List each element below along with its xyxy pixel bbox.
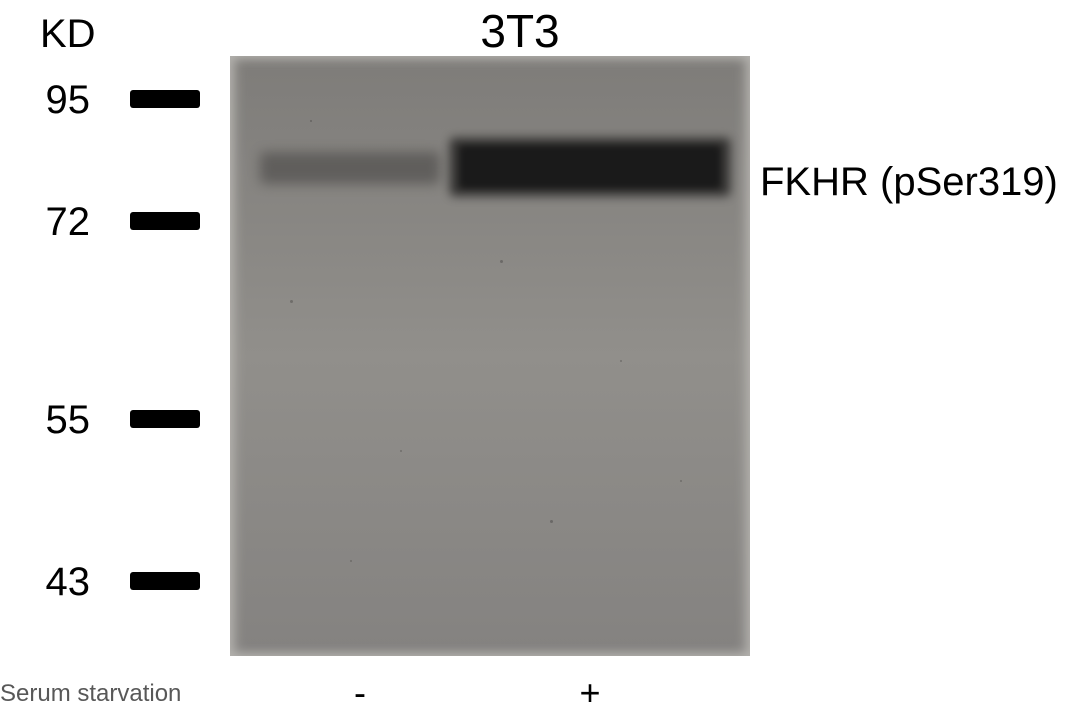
mw-label-95: 95 [30, 78, 90, 123]
marker-band-95 [130, 90, 200, 108]
western-blot-figure: KD 3T3 95 72 55 43 FKHR (pSer319) Serum sta… [0, 0, 1080, 722]
sample-label-3t3: 3T3 [460, 4, 580, 58]
kd-header: KD [40, 12, 96, 57]
condition-minus: - [340, 672, 380, 714]
noise-speck [310, 120, 312, 122]
condition-plus: + [570, 672, 610, 714]
mw-label-72: 72 [30, 200, 90, 245]
target-protein-label: FKHR (pSer319) [760, 160, 1058, 205]
noise-speck [620, 360, 622, 362]
noise-speck [350, 560, 352, 562]
marker-band-55 [130, 410, 200, 428]
noise-speck [680, 480, 682, 482]
noise-speck [290, 300, 293, 303]
condition-row-label: Serum starvation [0, 680, 181, 708]
blot-membrane [230, 56, 750, 656]
protein-band [260, 152, 440, 184]
marker-band-43 [130, 572, 200, 590]
noise-speck [550, 520, 553, 523]
mw-label-43: 43 [30, 560, 90, 605]
noise-speck [500, 260, 503, 263]
mw-label-55: 55 [30, 398, 90, 443]
marker-band-72 [130, 212, 200, 230]
noise-speck [400, 450, 402, 452]
protein-band [460, 146, 720, 188]
